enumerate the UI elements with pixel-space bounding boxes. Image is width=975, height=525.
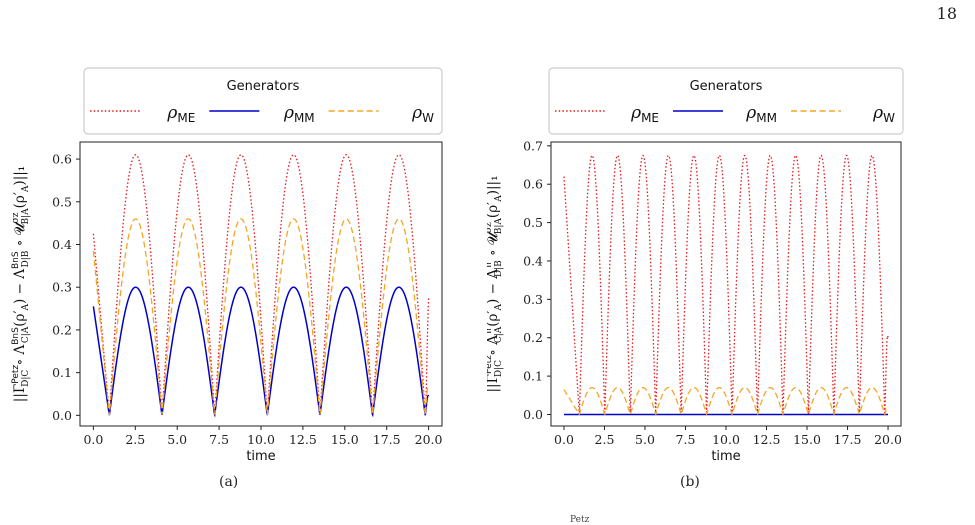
x-tick-label: 12.5 xyxy=(753,432,781,447)
series-line-me xyxy=(563,154,889,415)
y-tick-label: 0.0 xyxy=(52,408,72,423)
page-number: 18 xyxy=(936,4,957,23)
caption-b: (b) xyxy=(680,474,700,490)
legend: Generators ρME ρMM ρW xyxy=(83,67,443,135)
y-tick-label: 0.4 xyxy=(52,237,72,252)
y-axis-label: ||ΓPetzD|C ∘ ΛTrC|A(ρ′A) − ΛTrD|B ∘ 𝓤σzB… xyxy=(487,176,504,393)
x-tick-label: 10.0 xyxy=(247,432,275,447)
x-tick-label: 2.5 xyxy=(125,432,145,447)
legend-entry-me: ρME xyxy=(90,103,195,125)
y-tick-label: 0.1 xyxy=(52,365,72,380)
x-tick-label: 5.0 xyxy=(635,432,655,447)
legend-label: ρME xyxy=(630,103,659,125)
x-tick-label: 20.0 xyxy=(874,432,902,447)
legend-entry-w: ρW xyxy=(328,103,434,125)
legend-entry-mm: ρMM xyxy=(209,103,315,125)
figure-b: Generators ρME ρMM ρW 0.0 2.5 5.0 7.5 10.0 12.5 15… xyxy=(487,67,904,464)
caption-a: (a) xyxy=(219,474,239,490)
y-tick-label: 0.2 xyxy=(523,330,543,345)
footnote-fragment: Petz xyxy=(570,515,590,525)
x-tick-label: 0.0 xyxy=(554,432,574,447)
x-tick-label: 17.5 xyxy=(834,432,862,447)
y-tick-label: 0.5 xyxy=(523,215,543,230)
y-tick-label: 0.5 xyxy=(52,194,72,209)
x-tick-label: 7.5 xyxy=(209,432,229,447)
legend-label: ρME xyxy=(166,103,195,125)
y-tick-label: 0.7 xyxy=(523,138,543,153)
legend-title: Generators xyxy=(690,79,763,94)
y-tick-label: 0.3 xyxy=(523,292,543,307)
figure-a: Generators ρME ρMM ρW 0.0 2.5 5.0 7.5 10.0 12.5 15… xyxy=(11,67,443,464)
y-tick-label: 0.6 xyxy=(52,152,72,167)
plot-frame xyxy=(550,141,902,427)
y-tick-label: 0.3 xyxy=(52,280,72,295)
y-tick-label: 0.2 xyxy=(52,322,72,337)
legend-label: ρW xyxy=(872,103,895,125)
legend-label: ρMM xyxy=(745,103,777,125)
x-axis-label: time xyxy=(246,449,275,464)
x-tick-label: 15.0 xyxy=(793,432,821,447)
y-tick-label: 0.1 xyxy=(523,369,543,384)
x-tick-label: 15.0 xyxy=(331,432,359,447)
legend-entry-me: ρME xyxy=(555,103,659,125)
legend-entry-mm: ρMM xyxy=(673,103,777,125)
legend-label: ρMM xyxy=(283,103,315,125)
x-tick-label: 0.0 xyxy=(83,432,103,447)
y-tick-label: 0.0 xyxy=(523,407,543,422)
x-tick-label: 10.0 xyxy=(712,432,740,447)
y-tick-label: 0.4 xyxy=(523,253,543,268)
x-tick-label: 2.5 xyxy=(595,432,615,447)
x-tick-label: 17.5 xyxy=(373,432,401,447)
series-line-w xyxy=(563,386,889,417)
plot-frame xyxy=(79,141,443,427)
series-line-mm xyxy=(92,286,430,418)
legend-title: Generators xyxy=(227,79,300,94)
y-tick-label: 0.6 xyxy=(523,177,543,192)
x-tick-label: 20.0 xyxy=(415,432,443,447)
x-tick-label: 5.0 xyxy=(167,432,187,447)
legend-entry-w: ρW xyxy=(791,103,895,125)
legend-label: ρW xyxy=(411,103,434,125)
x-tick-label: 12.5 xyxy=(289,432,317,447)
y-axis-label: ||ΓPetzD|C ∘ ΛBnSC|A(ρ′A) − ΛBnSD|B ∘ 𝓤σ… xyxy=(11,166,31,402)
series-line-w xyxy=(92,218,430,416)
x-axis-label: time xyxy=(711,449,740,464)
x-tick-label: 7.5 xyxy=(676,432,696,447)
legend: Generators ρME ρMM ρW xyxy=(548,67,904,135)
